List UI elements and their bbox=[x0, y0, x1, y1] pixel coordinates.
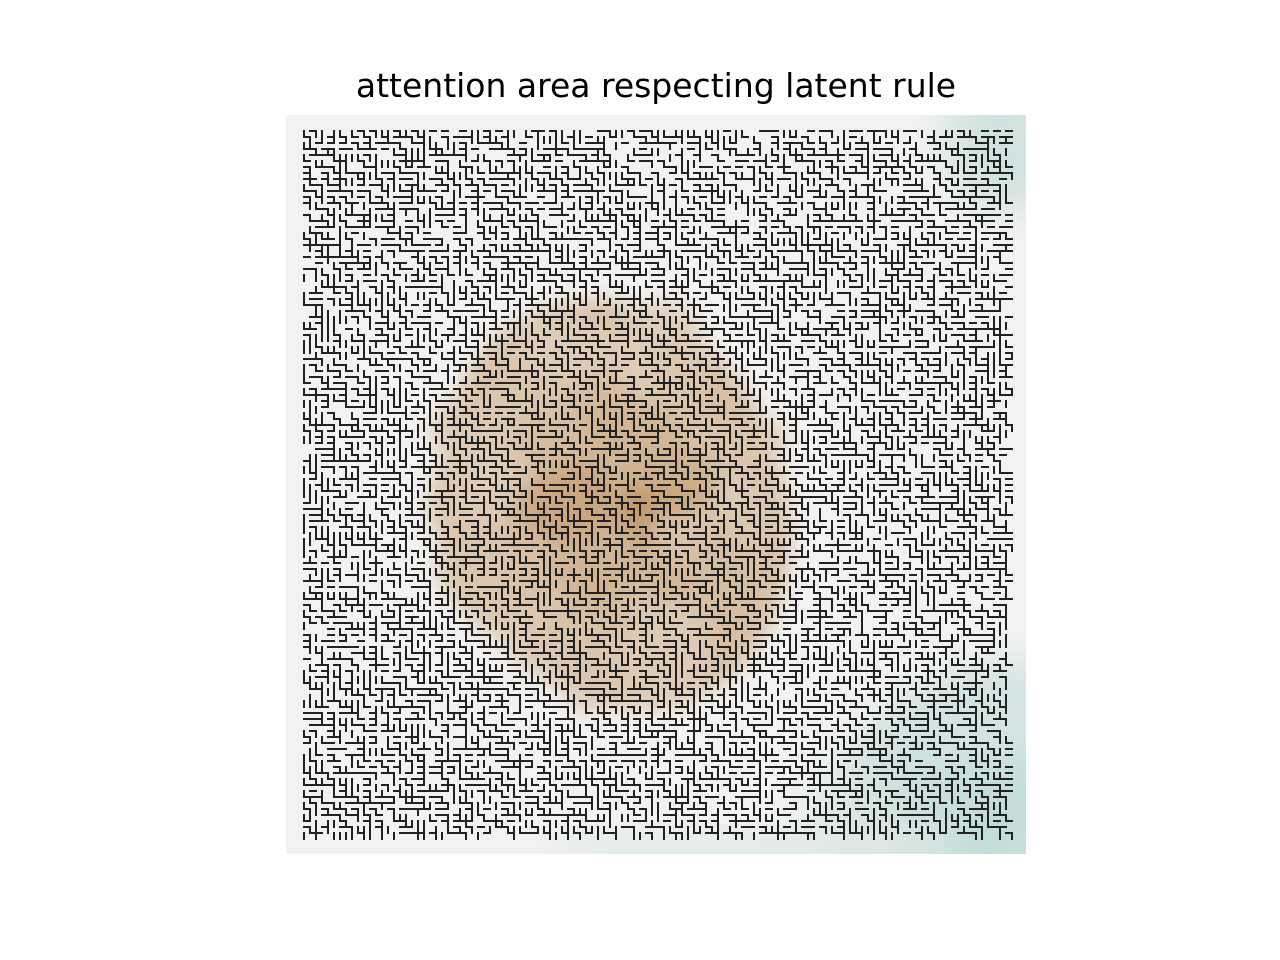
heat-cell bbox=[683, 415, 792, 454]
heat-cell bbox=[531, 587, 570, 658]
heat-cell bbox=[803, 832, 907, 854]
contour-layer bbox=[303, 130, 1013, 840]
heat-region-bottom-edge bbox=[546, 832, 933, 854]
heat-cell bbox=[1000, 147, 1026, 184]
heat-cell bbox=[756, 833, 814, 854]
chart-title: attention area respecting latent rule bbox=[355, 66, 957, 105]
heatmap-svg bbox=[286, 115, 1026, 854]
heat-cell bbox=[983, 115, 1026, 132]
heat-cell bbox=[591, 838, 643, 854]
contour-lines bbox=[303, 130, 1013, 840]
heatmap-plot-area bbox=[286, 115, 1026, 854]
